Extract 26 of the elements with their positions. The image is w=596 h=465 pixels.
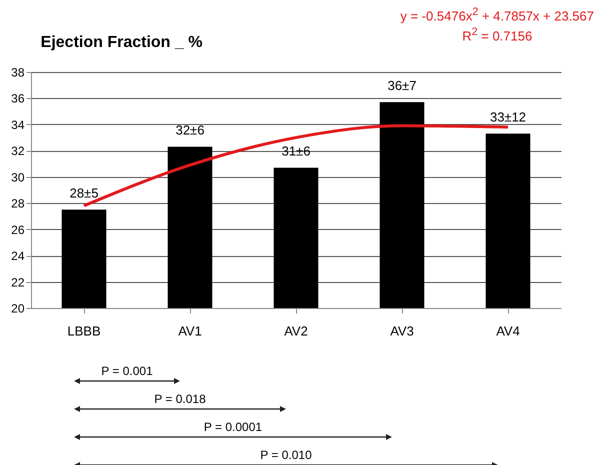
y-tick-label: 26 — [11, 222, 25, 237]
y-tick-label: 32 — [11, 144, 25, 158]
x-tick-label: AV2 — [284, 324, 308, 338]
data-label: 33±12 — [490, 110, 526, 125]
text: P = 0.0001 — [204, 420, 262, 434]
x-tick-label: AV4 — [496, 324, 520, 338]
chart-title: Ejection Fraction _ % — [40, 34, 202, 51]
text: P = 0.001 — [101, 364, 154, 378]
y-tick-label: 38 — [11, 66, 25, 80]
x-tick-label: AV3 — [390, 324, 414, 338]
x-tick-label: LBBB — [67, 324, 101, 338]
y-tick-label: 24 — [11, 249, 25, 264]
y-tick-label: 28 — [11, 196, 25, 211]
y-tick-label: 30 — [11, 170, 25, 184]
text: P = 0.010 — [260, 448, 312, 462]
y-tick-label: 22 — [11, 275, 25, 290]
data-label: 36±7 — [388, 78, 416, 94]
text: y = -0.5476x$^{2}$ + 4.7857x + 23.567 — [400, 5, 594, 24]
y-tick-label: 36 — [11, 92, 25, 106]
text: R$^{2}$ = 0.7156 — [461, 25, 534, 45]
y-tick-label: 34 — [11, 118, 25, 132]
x-tick-label: AV1 — [178, 324, 202, 338]
data-label: 28±5 — [70, 186, 98, 201]
text: P = 0.018 — [154, 392, 206, 406]
data-label: 32±6 — [176, 122, 204, 138]
y-tick-label: 20 — [11, 302, 25, 316]
